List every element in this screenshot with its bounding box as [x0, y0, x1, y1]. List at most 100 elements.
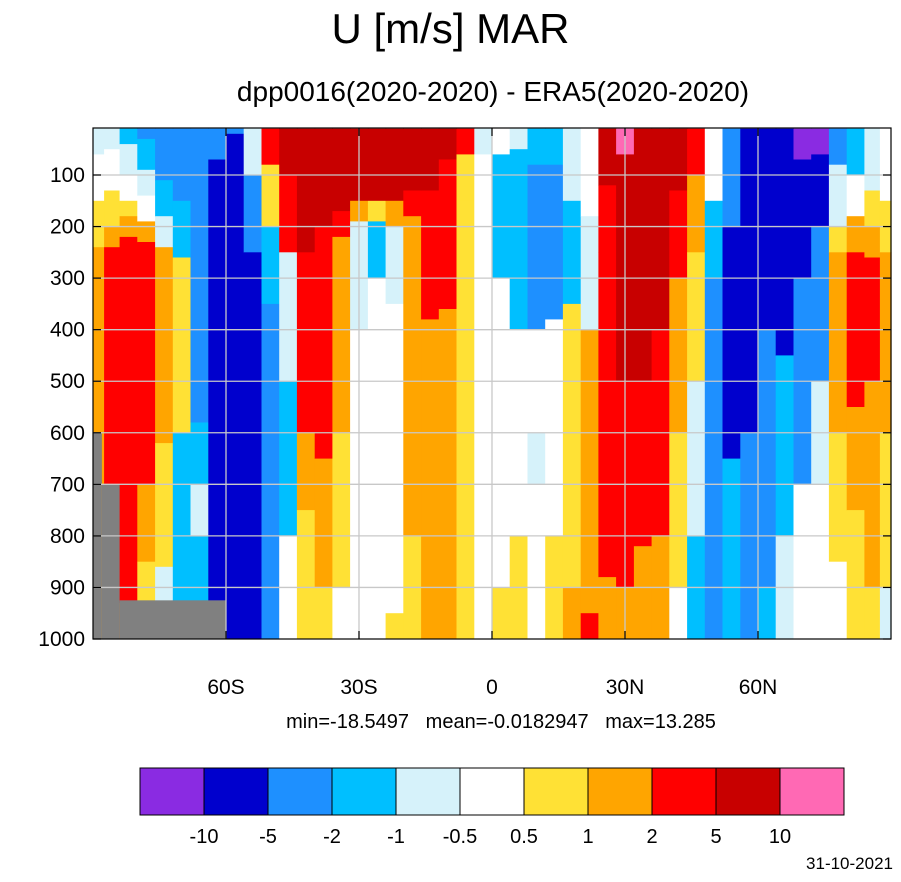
colorbar-box — [331, 767, 397, 816]
contour-cell — [421, 190, 440, 320]
contour-cell — [598, 128, 617, 186]
contour-cell — [93, 200, 105, 248]
contour-cell — [119, 236, 138, 604]
contour-cell — [864, 226, 881, 258]
contour-cell — [562, 128, 582, 202]
contour-cell — [296, 510, 316, 640]
contour-cell — [385, 128, 404, 202]
contour-cell — [314, 226, 333, 459]
x-tick-label: 30N — [606, 676, 645, 699]
contour-cell — [633, 546, 653, 640]
contour-cell — [314, 128, 333, 227]
contour-cell — [740, 128, 759, 279]
contour-cell — [562, 200, 582, 305]
contour-cell — [332, 236, 351, 434]
contour-cell — [598, 252, 617, 578]
contour-cell — [155, 247, 174, 444]
contour-cell — [687, 128, 706, 176]
colorbar-box — [651, 767, 717, 816]
contour-cell — [758, 128, 777, 331]
contour-cell — [775, 355, 794, 537]
contour-cell — [243, 128, 262, 176]
contour-cell — [669, 190, 688, 279]
contour-cell — [527, 432, 546, 485]
contour-cell — [243, 252, 262, 640]
contour-cell — [758, 329, 777, 588]
contour-cell — [403, 128, 422, 191]
colorbar-label: -5 — [259, 826, 277, 848]
contour-cell — [669, 128, 688, 191]
contour-cell — [580, 216, 599, 330]
contour-cell — [598, 577, 617, 640]
y-tick-label: 200 — [50, 216, 85, 239]
contour-cell — [492, 587, 511, 640]
colorbar-label: 1 — [582, 826, 593, 848]
contour-cell — [474, 128, 493, 155]
contour-cell — [828, 226, 848, 253]
contour-cell — [811, 154, 830, 227]
y-tick-label: 400 — [50, 319, 85, 342]
contour-cell — [456, 128, 475, 155]
contour-cell — [687, 252, 706, 382]
missing-data-region — [119, 600, 226, 639]
contour-cell — [580, 128, 599, 217]
missing-data-region — [101, 484, 120, 639]
x-tick-label: 60N — [739, 676, 778, 699]
contour-cell — [137, 195, 156, 222]
contour-cell — [527, 164, 546, 331]
x-tick-label: 60S — [207, 676, 244, 699]
contour-cell — [793, 159, 812, 279]
contour-cell — [385, 226, 404, 305]
contour-cell — [456, 154, 475, 202]
contour-cell — [669, 432, 688, 588]
contour-cell — [879, 252, 892, 434]
contour-cell — [296, 252, 316, 434]
contour-cell — [190, 128, 209, 186]
chart-subtitle: dpp0016(2020-2020) - ERA5(2020-2020) — [236, 76, 750, 107]
contour-cell — [828, 128, 848, 166]
contour-cell — [474, 154, 493, 640]
contour-cell — [190, 185, 209, 423]
colorbar-box — [395, 767, 461, 816]
contour-cell — [332, 128, 351, 212]
contour-cell — [828, 252, 848, 434]
contour-cell — [879, 128, 892, 202]
contour-cell — [367, 221, 387, 279]
contour-cell — [545, 128, 564, 166]
contour-cell — [314, 458, 333, 588]
colorbar-box — [779, 767, 845, 816]
contour-cell — [864, 257, 881, 382]
colorbar-box — [459, 767, 525, 816]
contour-cell — [421, 128, 440, 191]
contour-cell — [722, 128, 741, 227]
contour-cell — [385, 303, 404, 614]
contour-cell — [864, 128, 881, 191]
contour-cell — [367, 200, 387, 222]
colorbar-label: 2 — [646, 826, 657, 848]
contour-cell — [137, 128, 156, 140]
contour-cell — [104, 190, 121, 227]
contour-cell — [651, 164, 670, 331]
contour-cell — [527, 484, 546, 640]
grid-lines — [93, 128, 891, 639]
contour-cell — [545, 164, 564, 320]
contour-cell — [119, 128, 138, 145]
colorbar-label: -1 — [387, 826, 405, 848]
colorbar-box — [139, 767, 205, 816]
y-tick-label: 500 — [50, 370, 85, 393]
contour-cell — [846, 216, 865, 253]
contour-cell — [492, 154, 511, 279]
field-statistics: min=-18.5497 mean=-0.0182947 max=13.285 — [286, 711, 716, 733]
contour-cell — [332, 432, 351, 588]
x-tick-label: 30S — [340, 676, 377, 699]
contour-cell — [509, 149, 528, 330]
contour-cell — [137, 138, 156, 171]
contour-cell — [314, 587, 333, 640]
y-tick-label: 800 — [50, 525, 85, 548]
contour-cell — [580, 613, 599, 640]
contour-cell — [846, 175, 865, 217]
contour-cell — [580, 329, 599, 614]
colorbar-box — [267, 767, 333, 816]
contour-cell — [332, 587, 351, 640]
contour-cell — [828, 561, 848, 640]
